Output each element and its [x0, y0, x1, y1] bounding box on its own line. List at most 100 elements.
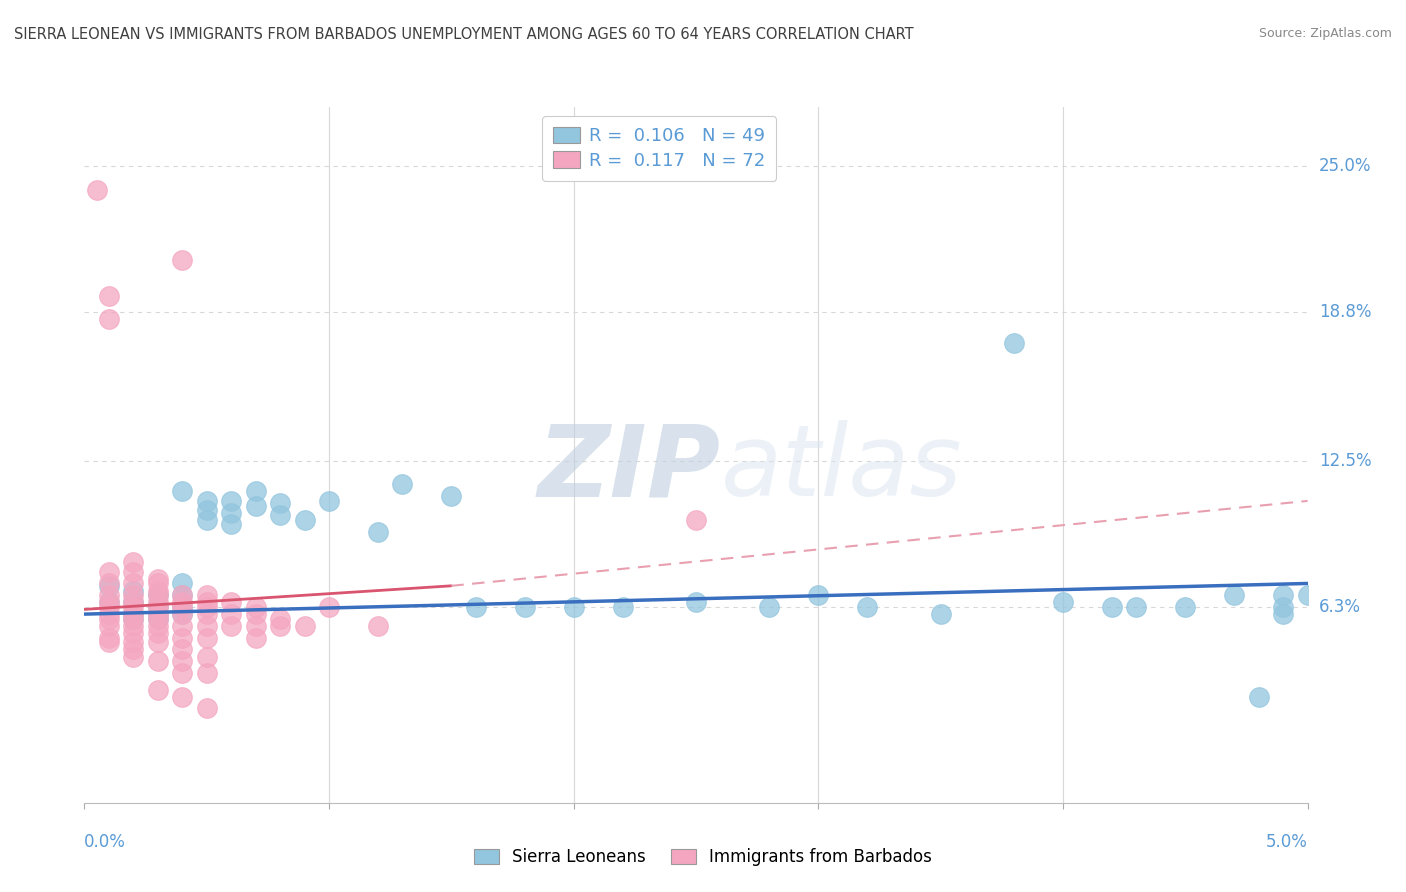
Point [172, 576, 194, 591]
Point [1174, 600, 1197, 615]
Point [97, 600, 120, 615]
Point [97, 612, 120, 626]
Point [122, 649, 145, 664]
Point [122, 612, 145, 626]
Point [122, 607, 145, 621]
Point [172, 690, 194, 704]
Point [1296, 588, 1319, 602]
Point [245, 619, 267, 633]
Point [97, 607, 120, 621]
Text: 25.0%: 25.0% [1319, 157, 1371, 175]
Point [97, 631, 120, 645]
Point [219, 517, 242, 532]
Point [219, 595, 242, 609]
Point [146, 588, 169, 602]
Point [195, 607, 218, 621]
Point [146, 607, 169, 621]
Point [122, 600, 145, 615]
Point [219, 494, 242, 508]
Point [219, 506, 242, 520]
Point [146, 654, 169, 668]
Point [464, 600, 486, 615]
Point [195, 666, 218, 681]
Point [929, 607, 952, 621]
Text: Source: ZipAtlas.com: Source: ZipAtlas.com [1258, 27, 1392, 40]
Point [97, 289, 120, 303]
Point [1272, 600, 1295, 615]
Point [172, 654, 194, 668]
Point [1101, 600, 1123, 615]
Point [195, 619, 218, 633]
Point [195, 600, 218, 615]
Point [172, 607, 194, 621]
Point [172, 484, 194, 499]
Legend: Sierra Leoneans, Immigrants from Barbados: Sierra Leoneans, Immigrants from Barbado… [465, 840, 941, 875]
Point [856, 600, 879, 615]
Text: 18.8%: 18.8% [1319, 303, 1371, 321]
Point [195, 631, 218, 645]
Point [1125, 600, 1147, 615]
Point [1272, 588, 1295, 602]
Text: 6.3%: 6.3% [1319, 598, 1361, 616]
Point [172, 600, 194, 615]
Point [122, 607, 145, 621]
Point [97, 595, 120, 609]
Point [195, 588, 218, 602]
Point [172, 600, 194, 615]
Point [172, 666, 194, 681]
Point [146, 588, 169, 602]
Point [245, 600, 267, 615]
Point [612, 600, 634, 615]
Point [97, 619, 120, 633]
Point [685, 513, 707, 527]
Point [122, 555, 145, 569]
Point [219, 619, 242, 633]
Point [1223, 588, 1246, 602]
Point [172, 619, 194, 633]
Point [513, 600, 536, 615]
Point [269, 496, 291, 510]
Point [245, 607, 267, 621]
Point [219, 607, 242, 621]
Point [122, 626, 145, 640]
Point [367, 524, 389, 539]
Point [146, 612, 169, 626]
Point [146, 595, 169, 609]
Point [146, 619, 169, 633]
Point [146, 576, 169, 591]
Point [122, 612, 145, 626]
Text: 12.5%: 12.5% [1319, 452, 1371, 470]
Point [195, 513, 218, 527]
Point [172, 631, 194, 645]
Point [318, 494, 340, 508]
Point [807, 588, 830, 602]
Point [172, 588, 194, 602]
Point [758, 600, 780, 615]
Point [97, 635, 120, 649]
Point [146, 572, 169, 586]
Point [97, 595, 120, 609]
Point [146, 600, 169, 615]
Point [172, 588, 194, 602]
Point [391, 477, 413, 491]
Point [172, 607, 194, 621]
Point [172, 642, 194, 657]
Text: SIERRA LEONEAN VS IMMIGRANTS FROM BARBADOS UNEMPLOYMENT AMONG AGES 60 TO 64 YEAR: SIERRA LEONEAN VS IMMIGRANTS FROM BARBAD… [14, 27, 914, 42]
Point [269, 612, 291, 626]
Point [146, 583, 169, 598]
Point [245, 484, 267, 499]
Point [86, 183, 108, 197]
Point [562, 600, 585, 615]
Point [685, 595, 707, 609]
Point [97, 565, 120, 579]
Point [122, 595, 145, 609]
Point [195, 494, 218, 508]
Point [1052, 595, 1074, 609]
Point [122, 588, 145, 602]
Point [146, 612, 169, 626]
Point [146, 682, 169, 697]
Point [1247, 690, 1270, 704]
Text: 5.0%: 5.0% [1265, 833, 1308, 851]
Point [122, 642, 145, 657]
Point [97, 588, 120, 602]
